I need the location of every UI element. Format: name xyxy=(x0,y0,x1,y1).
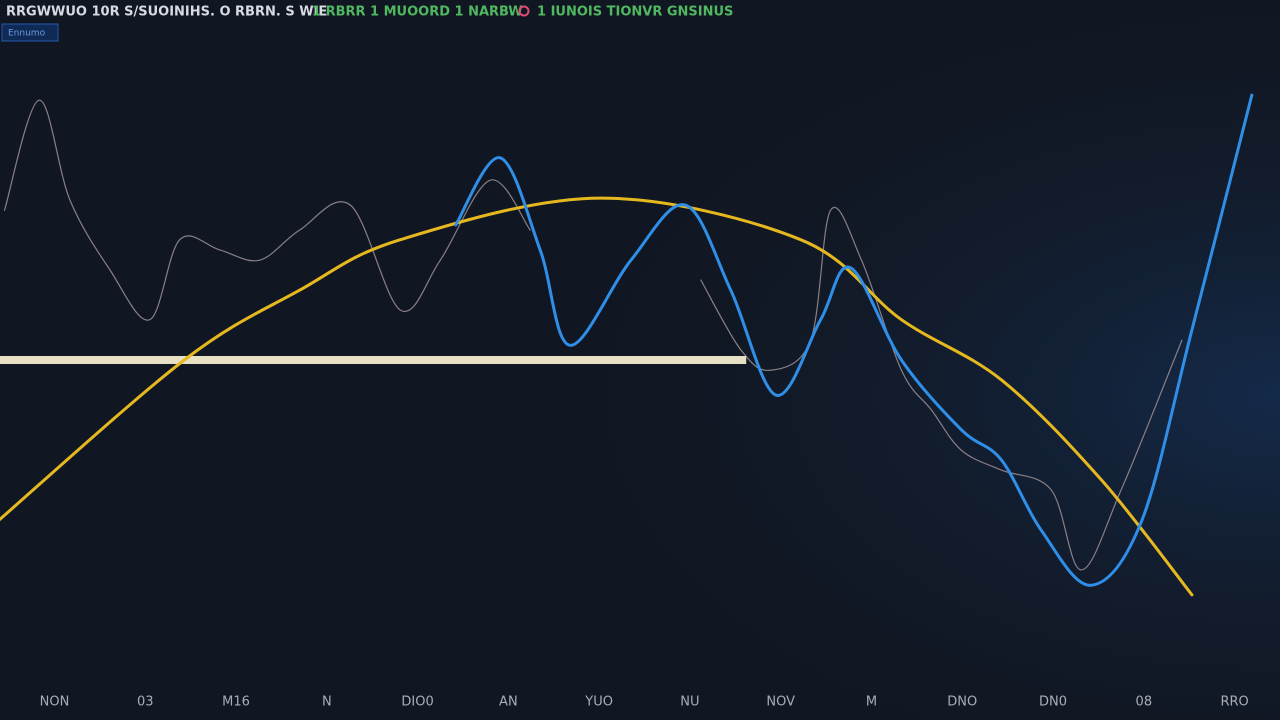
study-icon[interactable] xyxy=(518,5,530,17)
x-tick-label: 03 xyxy=(137,695,154,710)
x-tick-label: 08 xyxy=(1136,695,1153,710)
x-tick-label: M xyxy=(866,695,877,710)
line xyxy=(3,99,531,321)
x-tick-label: DN0 xyxy=(1039,695,1067,710)
line xyxy=(700,207,1183,571)
x-tick-label: RRO xyxy=(1220,695,1248,710)
line xyxy=(0,196,1194,597)
x-tick-label: NOV xyxy=(766,695,795,710)
x-tick-label: NU xyxy=(680,695,699,710)
x-tick-label: DIO0 xyxy=(401,695,433,710)
study-label: 1 RBRR 1 MUOORD 1 NARBW xyxy=(312,5,523,20)
x-tick-label: M16 xyxy=(222,695,250,710)
x-tick-label: YUO xyxy=(584,695,613,710)
badge-label: Ennumo xyxy=(8,29,46,39)
symbol-label: RRGWWUO 10R S/SUOINIHS. O RBRN. S WIE xyxy=(6,5,327,20)
badge[interactable] xyxy=(1,23,59,42)
study-label: 1 IUNOIS TIONVR GNSINUS xyxy=(537,5,733,20)
x-tick-label: N xyxy=(322,695,332,710)
x-tick-label: AN xyxy=(499,695,518,710)
line xyxy=(454,93,1254,587)
x-tick-label: DNO xyxy=(947,695,977,710)
x-tick-label: NON xyxy=(40,695,70,710)
